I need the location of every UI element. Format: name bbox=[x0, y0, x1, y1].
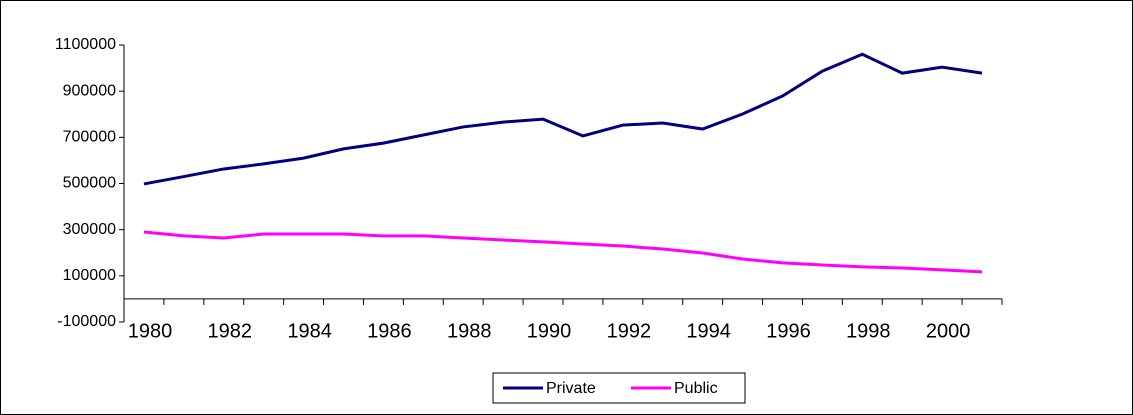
x-tick-label: 1998 bbox=[846, 320, 891, 342]
y-tick-label: 1100000 bbox=[55, 36, 116, 53]
series-line bbox=[143, 52, 983, 186]
x-tick-label: 1990 bbox=[527, 320, 572, 342]
x-tick-label: 1988 bbox=[447, 320, 492, 342]
x-tick-label: 1986 bbox=[367, 320, 412, 342]
x-tick-label: 1992 bbox=[607, 320, 652, 342]
y-tick-label: 100000 bbox=[63, 267, 116, 284]
legend-label: Private bbox=[546, 380, 596, 397]
x-tick-label: 1980 bbox=[128, 320, 173, 342]
x-tick-label: 1994 bbox=[686, 320, 731, 342]
x-tick-label: 2000 bbox=[926, 320, 971, 342]
x-tick-label: 1984 bbox=[287, 320, 332, 342]
x-tick-label: 1996 bbox=[766, 320, 811, 342]
legend-label: Public bbox=[674, 380, 718, 397]
legend: Private Public bbox=[492, 372, 746, 404]
y-tick-label: 500000 bbox=[63, 175, 116, 192]
series-line bbox=[143, 230, 983, 274]
y-tick-label: 900000 bbox=[63, 82, 116, 99]
y-tick-label: -100000 bbox=[57, 313, 116, 330]
x-tick-label: 1982 bbox=[208, 320, 253, 342]
y-tick-label: 300000 bbox=[63, 221, 116, 238]
y-tick-label: 700000 bbox=[63, 129, 116, 146]
